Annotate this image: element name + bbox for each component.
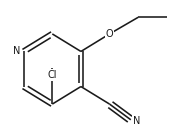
Text: N: N [133, 116, 140, 126]
Text: N: N [13, 47, 21, 56]
Text: Cl: Cl [47, 70, 57, 80]
Text: O: O [106, 29, 113, 39]
